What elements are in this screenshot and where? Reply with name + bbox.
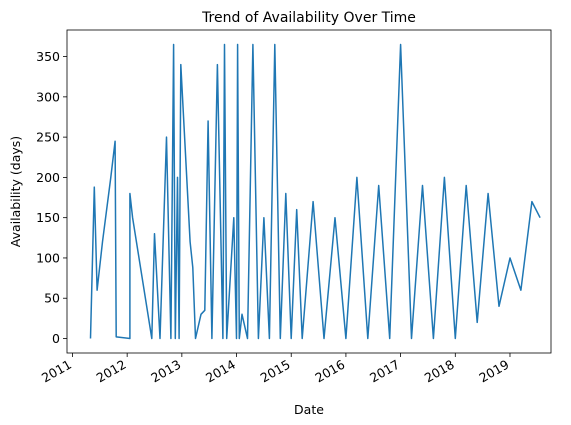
y-axis-title: Availability (days) <box>8 136 23 247</box>
y-axis: 0 50 100 150 200 250 300 350 <box>36 49 67 346</box>
series-line-0 <box>89 43 541 340</box>
x-tick-label: 2015 <box>258 357 293 386</box>
x-axis-title: Date <box>294 402 324 417</box>
plot-frame <box>66 29 552 354</box>
y-tick-label: 150 <box>36 210 60 225</box>
x-tick-label: 2011 <box>39 357 74 386</box>
x-tick-label: 2014 <box>203 357 238 386</box>
y-tick-label: 0 <box>52 331 60 346</box>
x-tick-label: 2019 <box>476 357 511 386</box>
y-tick-label: 200 <box>36 170 60 185</box>
y-tick-label: 350 <box>36 49 60 64</box>
x-tick-label: 2012 <box>94 357 129 386</box>
y-tick-label: 250 <box>36 130 60 145</box>
x-tick-label: 2018 <box>422 357 457 386</box>
y-tick-label: 300 <box>36 89 60 104</box>
x-tick-label: 2016 <box>312 357 347 386</box>
y-tick-label: 50 <box>44 291 60 306</box>
x-tick-label: 2017 <box>367 357 402 386</box>
series-layer <box>89 43 541 340</box>
y-tick-label: 100 <box>36 250 60 265</box>
plot-area: 2011 2012 2013 2014 2015 2016 2017 2018 2019 0 50… <box>36 29 552 386</box>
chart-title: Trend of Availability Over Time <box>201 10 416 26</box>
x-tick-label: 2013 <box>148 357 183 386</box>
x-axis: 2011 2012 2013 2014 2015 2016 2017 2018 2019 <box>39 353 512 386</box>
